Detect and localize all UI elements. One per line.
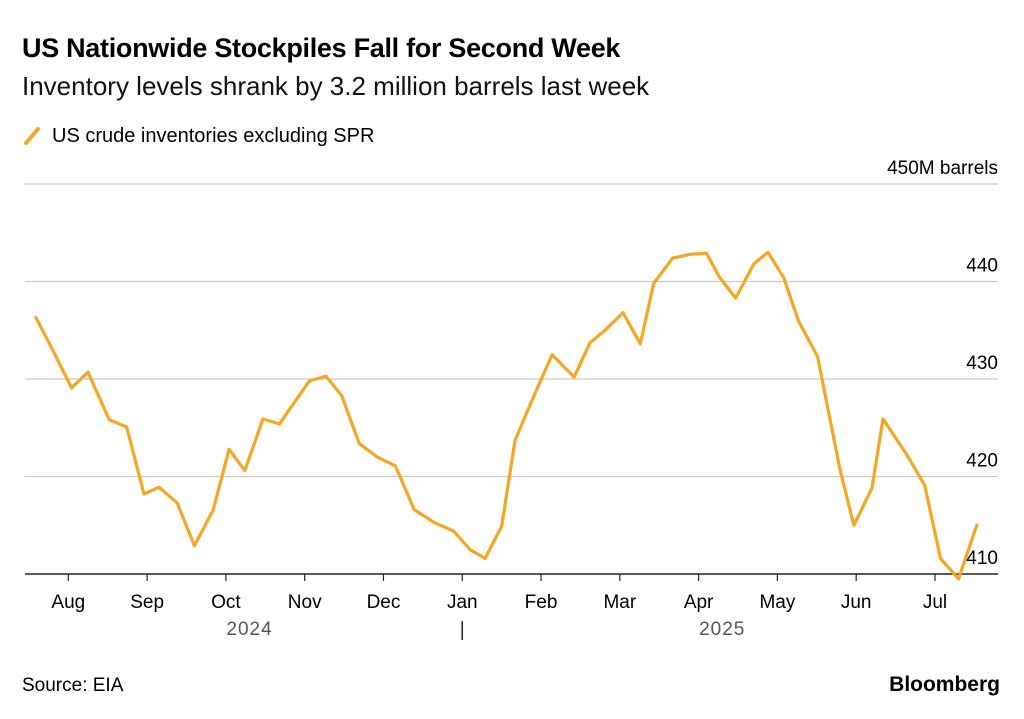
data-point xyxy=(308,379,311,383)
data-point xyxy=(278,422,281,426)
x-tick-label-mar: Mar xyxy=(603,592,636,613)
legend-label: US crude inventories excluding SPR xyxy=(52,124,375,147)
data-point xyxy=(483,557,487,560)
x-tick-label-aug: Aug xyxy=(51,592,85,613)
data-point xyxy=(603,329,607,332)
data-point xyxy=(125,425,128,428)
data-point xyxy=(513,439,517,442)
data-point xyxy=(717,275,721,278)
data-point xyxy=(452,529,455,533)
data-point xyxy=(588,341,592,345)
x-tick-label-jun: Jun xyxy=(841,592,872,613)
x-tick-label-sep: Sep xyxy=(130,592,164,613)
x-tick-label-dec: Dec xyxy=(367,592,401,613)
data-point xyxy=(532,396,535,399)
data-point xyxy=(621,311,625,314)
data-point xyxy=(394,464,397,467)
data-point xyxy=(752,262,755,266)
data-point xyxy=(705,252,708,255)
data-point xyxy=(816,355,819,358)
data-point xyxy=(468,548,472,551)
data-point xyxy=(852,524,855,527)
data-point xyxy=(142,492,146,496)
source-note: Source: EIA xyxy=(22,675,124,696)
data-point xyxy=(175,501,179,504)
x-tick-label-may: May xyxy=(759,592,795,613)
year-label-2025: 2025 xyxy=(699,619,745,640)
legend-swatch-icon xyxy=(24,127,40,145)
data-point xyxy=(70,386,73,389)
data-point xyxy=(432,521,436,524)
data-point xyxy=(734,296,737,300)
data-point xyxy=(108,418,111,422)
data-point xyxy=(357,442,361,445)
x-tick-label-oct: Oct xyxy=(211,592,241,613)
year-label-2024: 2024 xyxy=(226,619,272,640)
data-point xyxy=(766,251,770,254)
data-point xyxy=(212,508,215,511)
data-point xyxy=(51,348,54,351)
data-point xyxy=(193,544,196,547)
series-line-crude-inventories xyxy=(34,250,979,581)
bloomberg-logo: Bloomberg xyxy=(889,673,1000,696)
data-point xyxy=(243,469,246,472)
data-point xyxy=(157,486,161,489)
x-tick-label-feb: Feb xyxy=(525,592,558,613)
legend: US crude inventories excluding SPR xyxy=(22,123,374,149)
data-point xyxy=(376,455,379,459)
data-point xyxy=(293,401,296,404)
x-tick-label-jul: Jul xyxy=(923,592,947,613)
data-point xyxy=(639,342,642,346)
y-tick-label-420: 420 xyxy=(966,451,998,472)
data-point xyxy=(652,282,655,285)
data-point xyxy=(413,508,416,511)
data-point xyxy=(340,394,343,397)
y-tick-label-430: 430 xyxy=(966,353,998,374)
data-point xyxy=(904,451,907,455)
x-tick-label-apr: Apr xyxy=(684,592,714,613)
data-point xyxy=(838,466,841,469)
data-point xyxy=(782,276,785,279)
data-point xyxy=(975,524,978,527)
data-point xyxy=(870,487,874,490)
data-point xyxy=(572,375,576,379)
x-tick-label-nov: Nov xyxy=(288,592,322,613)
data-point xyxy=(797,320,800,323)
y-tick-label-440: 440 xyxy=(966,256,998,277)
data-point xyxy=(227,448,231,451)
data-point xyxy=(689,253,692,256)
data-point xyxy=(34,316,38,319)
data-point xyxy=(939,557,942,560)
data-point xyxy=(261,417,265,421)
data-point xyxy=(957,577,960,581)
y-tick-label-450: 450M barrels xyxy=(887,158,998,179)
chart-title: US Nationwide Stockpiles Fall for Second… xyxy=(22,33,621,63)
x-tick-label-jan: Jan xyxy=(447,592,478,613)
y-tick-label-410: 410 xyxy=(966,548,998,569)
data-point xyxy=(86,371,90,374)
data-point xyxy=(324,374,328,378)
data-point xyxy=(550,353,554,356)
chart-subtitle: Inventory levels shrank by 3.2 million b… xyxy=(22,71,650,101)
data-point xyxy=(500,525,503,528)
data-point xyxy=(671,256,674,260)
data-point xyxy=(881,417,885,421)
data-point xyxy=(923,484,926,487)
